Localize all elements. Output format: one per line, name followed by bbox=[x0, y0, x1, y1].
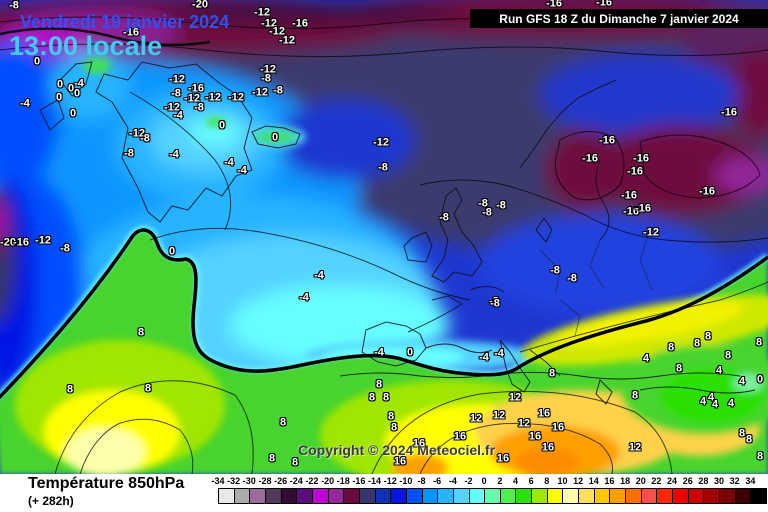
scale-cell bbox=[374, 488, 392, 504]
scale-tick: 20 bbox=[635, 476, 646, 486]
scale-cell bbox=[625, 488, 642, 504]
scale-tick: -30 bbox=[242, 476, 256, 486]
scale-cell bbox=[656, 488, 674, 504]
forecast-lead-time: (+ 282h) bbox=[28, 494, 74, 508]
scale-tick: -20 bbox=[321, 476, 335, 486]
scale-tick: -8 bbox=[417, 476, 426, 486]
scale-tick: -26 bbox=[274, 476, 288, 486]
scale-ticks: -34 -32 -30 -28 -26 -24 -22 -20 -18 -16 -14 -12 -10-… bbox=[211, 476, 766, 487]
scale-cell bbox=[672, 488, 689, 504]
scale-tick: -24 bbox=[289, 476, 303, 486]
model-run-banner: Run GFS 18 Z du Dimanche 7 janvier 2024 bbox=[470, 9, 768, 28]
scale-cell bbox=[593, 488, 611, 504]
scale-tick: 10 bbox=[557, 476, 568, 486]
footer-bar: Température 850hPa (+ 282h) -34 -32 -30 -28… bbox=[0, 474, 768, 512]
scale-cell bbox=[750, 488, 767, 504]
scale-tick: -18 bbox=[336, 476, 350, 486]
scale-cell bbox=[437, 488, 454, 504]
scale-cell bbox=[358, 488, 376, 504]
scale-tick: 14 bbox=[588, 476, 599, 486]
scale-tick: 30 bbox=[714, 476, 725, 486]
zero-isotherm-line bbox=[0, 228, 768, 400]
color-scale: -34 -32 -30 -28 -26 -24 -22 -20 -18 -16 -14 -12 -10-… bbox=[211, 474, 767, 512]
scale-tick: 22 bbox=[651, 476, 662, 486]
scale-tick: 32 bbox=[729, 476, 740, 486]
scale-tick: -12 bbox=[383, 476, 397, 486]
scale-tick: 26 bbox=[682, 476, 693, 486]
scale-cell bbox=[233, 488, 251, 504]
scale-cell bbox=[218, 488, 235, 504]
scale-cell bbox=[531, 488, 548, 504]
scale-tick: -28 bbox=[258, 476, 272, 486]
scale-tick: -14 bbox=[368, 476, 382, 486]
scale-tick: 24 bbox=[667, 476, 678, 486]
scale-tick: 0 bbox=[481, 476, 487, 486]
scale-cell bbox=[578, 488, 595, 504]
scale-cell bbox=[343, 488, 360, 504]
scale-tick: 34 bbox=[745, 476, 756, 486]
scale-cell bbox=[687, 488, 705, 504]
scale-cell bbox=[390, 488, 407, 504]
scale-cell bbox=[499, 488, 517, 504]
scale-cell bbox=[703, 488, 721, 504]
valid-date-text: Vendredi 19 janvier 2024 bbox=[20, 12, 230, 32]
scale-tick: 4 bbox=[512, 476, 518, 486]
scale-tick: 16 bbox=[604, 476, 615, 486]
scale-cell bbox=[640, 488, 658, 504]
scale-cell bbox=[484, 488, 501, 504]
scale-cell bbox=[468, 488, 486, 504]
scale-tick: -6 bbox=[433, 476, 442, 486]
scale-tick: 2 bbox=[497, 476, 503, 486]
scale-tick: -2 bbox=[464, 476, 473, 486]
scale-cell bbox=[264, 488, 282, 504]
scale-cell bbox=[734, 488, 752, 504]
scale-cells bbox=[218, 488, 767, 504]
scale-cell bbox=[421, 488, 439, 504]
scale-cell bbox=[452, 488, 470, 504]
scale-cell bbox=[609, 488, 627, 504]
scale-cell bbox=[562, 488, 580, 504]
map-canvas: -8 -20 -16 -12 -12 -12 -12 -16 -16 -16 0 -4 0 -4 0 0 0 0-… bbox=[0, 0, 768, 474]
scale-tick: -32 bbox=[227, 476, 241, 486]
scale-cell bbox=[311, 488, 329, 504]
copyright-text: Copyright © 2024 Meteociel.fr bbox=[298, 442, 496, 458]
parameter-title: Température 850hPa bbox=[28, 475, 185, 492]
valid-time-text: 13:00 locale bbox=[9, 31, 163, 61]
scale-tick: -4 bbox=[448, 476, 457, 486]
scale-tick: -16 bbox=[352, 476, 366, 486]
scale-cell bbox=[515, 488, 533, 504]
weather-map-svg bbox=[0, 0, 768, 474]
scale-tick: 8 bbox=[544, 476, 550, 486]
scale-cell bbox=[405, 488, 423, 504]
scale-tick: -10 bbox=[399, 476, 413, 486]
scale-tick: -22 bbox=[305, 476, 319, 486]
scale-tick: 12 bbox=[573, 476, 584, 486]
scale-cell bbox=[719, 488, 736, 504]
scale-cell bbox=[296, 488, 313, 504]
scale-tick: 6 bbox=[528, 476, 534, 486]
scale-tick: 28 bbox=[698, 476, 709, 486]
scale-cell bbox=[280, 488, 298, 504]
scale-cell bbox=[327, 488, 345, 504]
scale-tick: -34 bbox=[211, 476, 225, 486]
scale-tick: 18 bbox=[620, 476, 631, 486]
scale-cell bbox=[249, 488, 266, 504]
scale-cell bbox=[546, 488, 564, 504]
